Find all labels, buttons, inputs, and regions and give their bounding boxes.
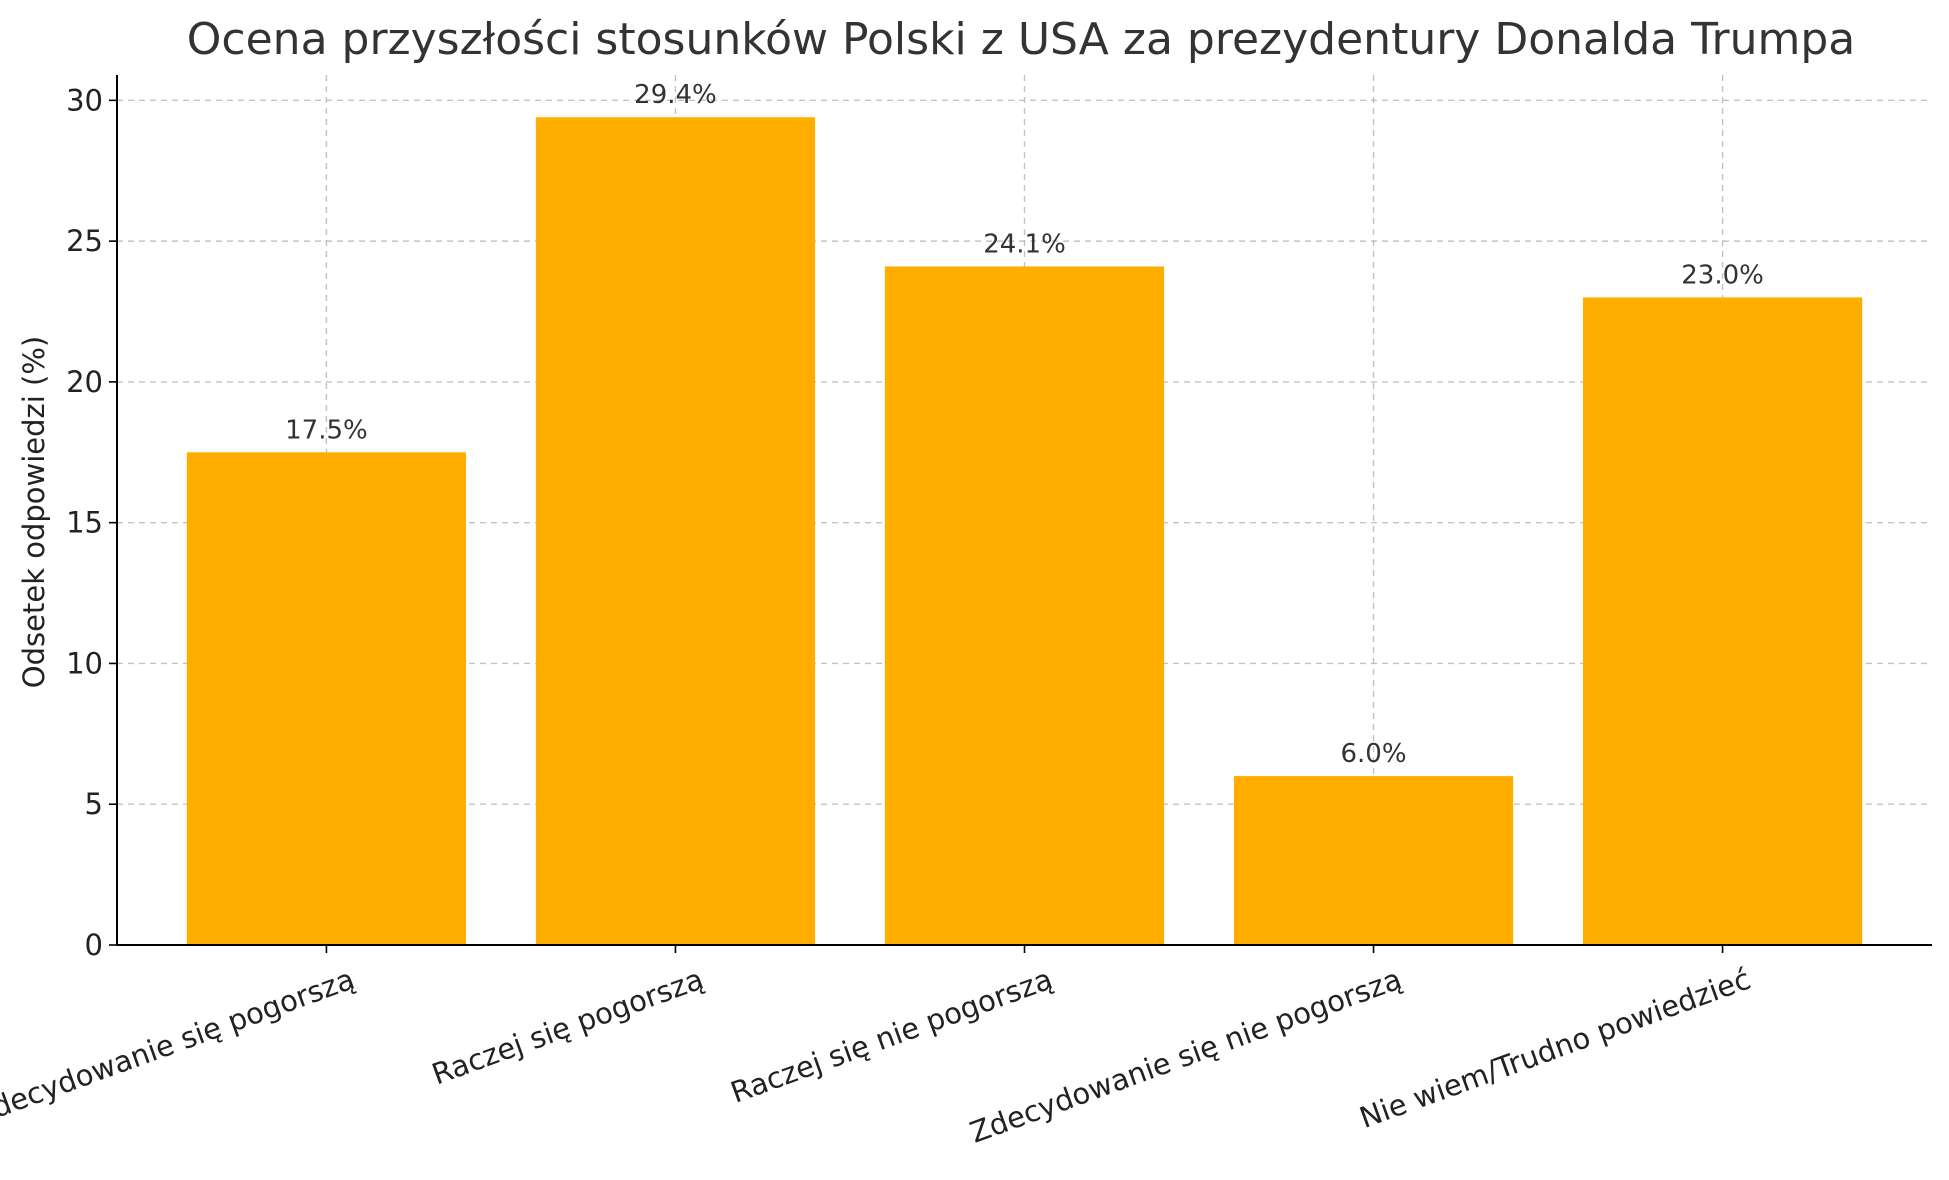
bar-value-label: 29.4% [634,80,717,110]
y-tick-label: 0 [85,928,103,962]
y-axis-label: Odsetek odpowiedzi (%) [17,336,51,688]
bar-value-label: 24.1% [983,229,1066,259]
bar-value-label: 23.0% [1681,260,1764,290]
bar [186,452,467,945]
bar [1582,297,1863,945]
x-tick-label: Zdecydowanie się pogorszą [0,962,359,1132]
y-tick-label: 5 [85,787,103,821]
chart-title: Ocena przyszłości stosunków Polski z USA… [187,14,1855,65]
y-tick-label: 10 [66,646,103,680]
y-tick-label: 20 [66,365,103,399]
bar [1233,776,1514,945]
y-tick-label: 30 [66,83,103,117]
x-tick-label: Raczej się pogorszą [427,962,707,1092]
bar-value-label: 17.5% [285,415,368,445]
bars [186,117,1863,945]
bar [884,266,1165,945]
y-tick-label: 25 [66,224,103,258]
y-tick-label: 15 [66,506,103,540]
bar-value-label: 6.0% [1341,739,1407,769]
x-tick-label: Raczej się nie pogorszą [726,962,1057,1110]
bar [535,117,816,945]
data-labels: 17.5% 29.4% 24.1% 6.0% 23.0% [285,80,1764,769]
x-tick-label: Nie wiem/Trudno powiedzieć [1355,962,1755,1135]
